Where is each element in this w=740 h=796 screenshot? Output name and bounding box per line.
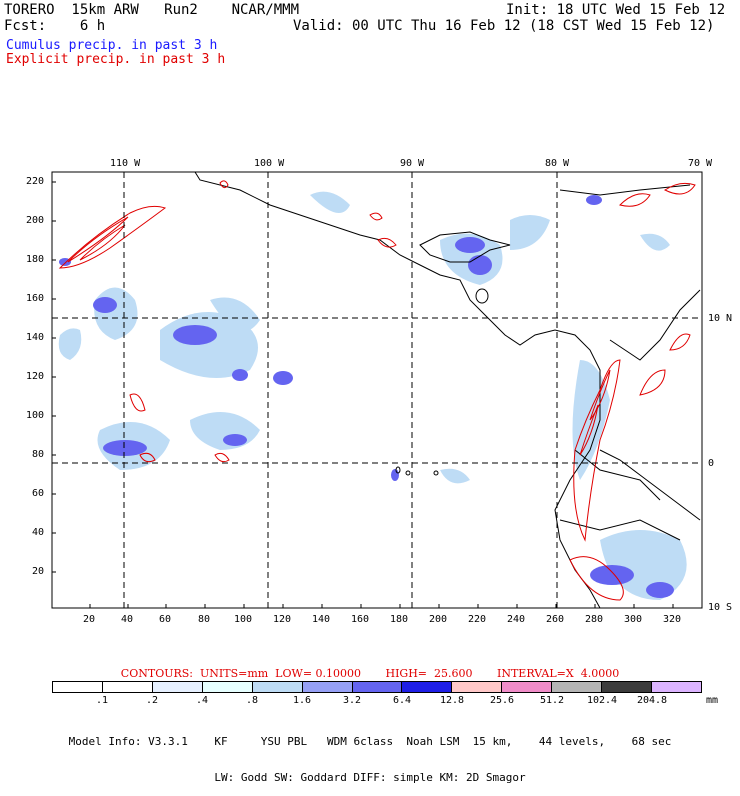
x-tick-label: 140 — [312, 614, 331, 625]
explicit-contours — [58, 180, 696, 601]
x-tick-label: 60 — [159, 614, 172, 625]
x-tick-label: 120 — [273, 614, 292, 625]
colorbar-label: .2 — [145, 695, 159, 706]
colorbar-label: 204.8 — [636, 695, 668, 706]
model-info-line2: LW: Godd SW: Goddard DIFF: simple KM: 2D… — [214, 771, 526, 784]
y-tick-label: 180 — [26, 254, 45, 265]
x-tick-label: 80 — [198, 614, 211, 625]
colorbar-bin — [452, 682, 503, 692]
y-tick-label: 160 — [26, 293, 45, 304]
precip-map — [51, 171, 703, 609]
lon-label: 90 W — [400, 158, 425, 169]
colorbar-unit: mm — [705, 695, 719, 706]
y-tick-label: 140 — [26, 332, 45, 343]
colorbar-bin — [652, 682, 701, 692]
colorbar-label: 12.8 — [439, 695, 465, 706]
y-tick-label: 40 — [32, 527, 45, 538]
colorbar-label: 3.2 — [342, 695, 362, 706]
x-tick-label: 200 — [429, 614, 448, 625]
cumulus-legend: Cumulus precip. in past 3 h — [6, 38, 218, 53]
colorbar-label: .8 — [245, 695, 259, 706]
colorbar-label: 51.2 — [539, 695, 565, 706]
colorbar-bin — [102, 682, 153, 692]
x-tick-label: 180 — [390, 614, 409, 625]
lat-label: 0 — [708, 458, 715, 469]
colorbar-bin — [402, 682, 453, 692]
lat-lon-grid — [52, 172, 702, 608]
x-tick-label: 220 — [468, 614, 487, 625]
colorbar-bin — [352, 682, 403, 692]
colorbar-label: .4 — [195, 695, 209, 706]
colorbar-label: 6.4 — [392, 695, 412, 706]
x-tick-label: 240 — [507, 614, 526, 625]
colorbar-bin — [602, 682, 653, 692]
y-tick-label: 200 — [26, 215, 45, 226]
lat-label: 10 S — [708, 602, 733, 613]
y-tick-label: 100 — [26, 410, 45, 421]
lat-label: 10 N — [708, 313, 733, 324]
colorbar-bin — [302, 682, 353, 692]
lon-label: 100 W — [254, 158, 285, 169]
lon-label: 80 W — [545, 158, 570, 169]
model-info-line1: Model Info: V3.3.1 KF YSU PBL WDM 6class… — [68, 735, 672, 748]
colorbar-bin — [53, 682, 103, 692]
x-tick-label: 40 — [121, 614, 134, 625]
y-tick-label: 20 — [32, 566, 45, 577]
forecast-hour: Fcst: 6 h — [4, 18, 106, 34]
explicit-legend: Explicit precip. in past 3 h — [6, 52, 226, 67]
y-tick-label: 80 — [32, 449, 45, 460]
colorbar-bin — [502, 682, 553, 692]
x-tick-label: 280 — [585, 614, 604, 625]
x-tick-label: 300 — [624, 614, 643, 625]
axis-ticks — [52, 181, 674, 608]
colorbar-label: 1.6 — [292, 695, 312, 706]
y-tick-label: 60 — [32, 488, 45, 499]
coastlines — [194, 171, 701, 609]
precip-colorbar — [52, 681, 702, 693]
x-tick-label: 100 — [234, 614, 253, 625]
x-tick-label: 320 — [663, 614, 682, 625]
y-tick-label: 120 — [26, 371, 45, 382]
colorbar-bin — [552, 682, 603, 692]
model-info: Model Info: V3.3.1 KF YSU PBL WDM 6class… — [0, 712, 740, 796]
x-tick-label: 260 — [546, 614, 565, 625]
valid-time: Valid: 00 UTC Thu 16 Feb 12 (18 CST Wed … — [293, 18, 715, 34]
colorbar-bin — [152, 682, 203, 692]
x-tick-label: 20 — [83, 614, 96, 625]
colorbar-bin — [202, 682, 253, 692]
lon-label: 110 W — [110, 158, 141, 169]
colorbar-label: .1 — [95, 695, 109, 706]
x-tick-label: 160 — [351, 614, 370, 625]
contours-legend: CONTOURS: UNITS=mm LOW= 0.10000 HIGH= 25… — [120, 667, 620, 680]
colorbar-bin — [252, 682, 303, 692]
colorbar-label: 102.4 — [586, 695, 618, 706]
init-time: Init: 18 UTC Wed 15 Feb 12 — [506, 2, 726, 18]
y-tick-label: 220 — [26, 176, 45, 187]
lon-label: 70 W — [688, 158, 713, 169]
model-title: TORERO 15km ARW Run2 NCAR/MMM — [4, 2, 300, 18]
colorbar-label: 25.6 — [489, 695, 515, 706]
